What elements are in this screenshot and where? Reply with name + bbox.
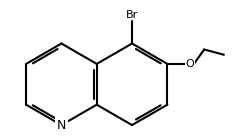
Text: Br: Br: [126, 10, 138, 20]
Text: N: N: [57, 119, 66, 132]
Text: O: O: [186, 59, 194, 69]
